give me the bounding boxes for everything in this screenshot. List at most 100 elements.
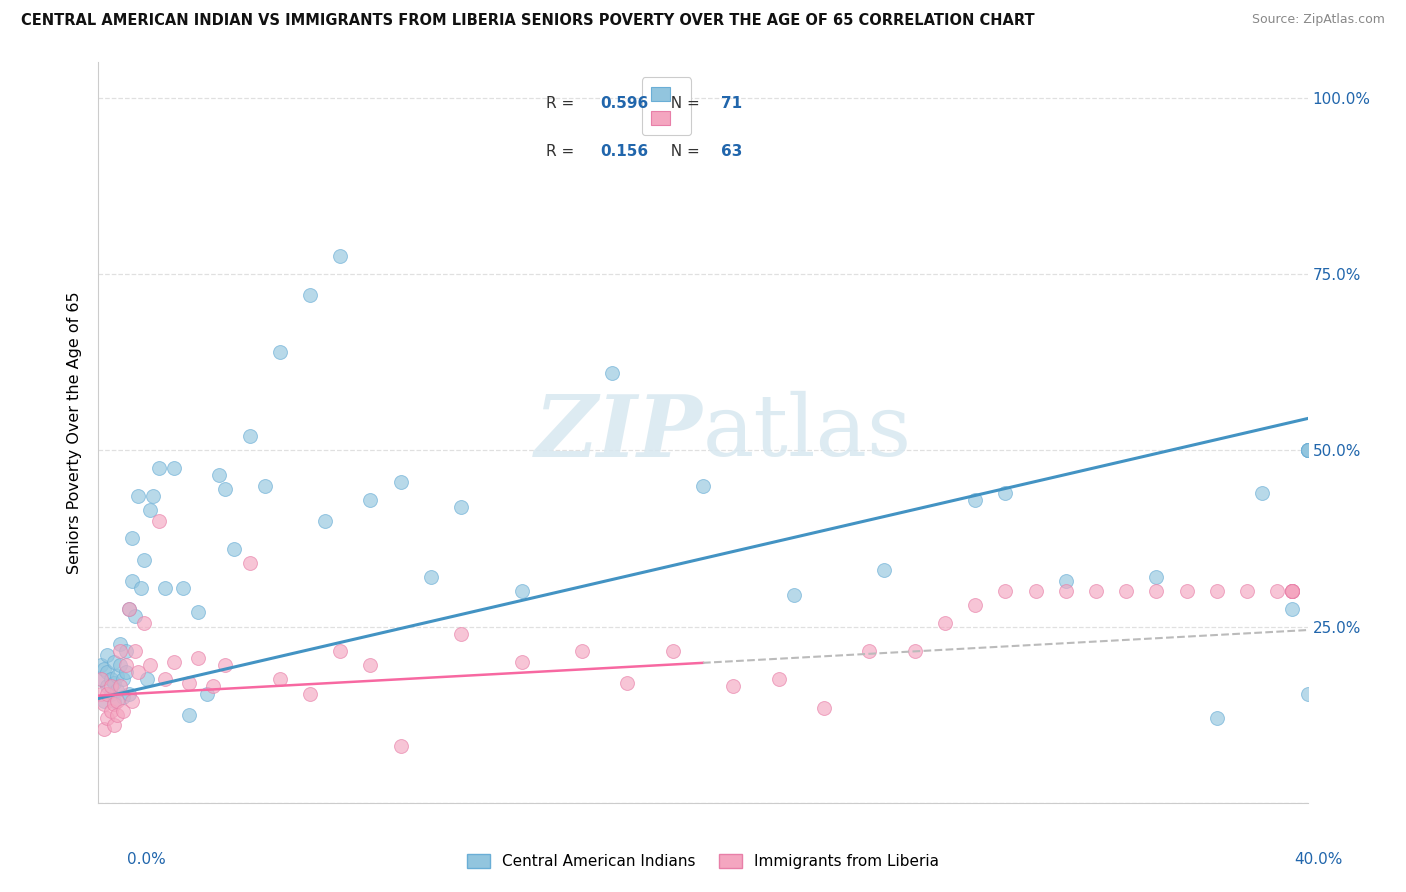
Point — [96, 711, 118, 725]
Point — [1296, 443, 1319, 458]
Point — [96, 665, 118, 680]
Point — [692, 478, 714, 492]
Point — [858, 644, 880, 658]
Point — [148, 461, 170, 475]
Point — [118, 602, 141, 616]
Point — [1296, 443, 1319, 458]
Point — [108, 644, 131, 658]
Point — [187, 651, 209, 665]
Point — [1085, 584, 1108, 599]
Text: R =: R = — [546, 144, 579, 159]
Text: R =: R = — [546, 95, 579, 111]
Point — [1296, 686, 1319, 700]
Text: atlas: atlas — [703, 391, 912, 475]
Point — [1206, 584, 1229, 599]
Point — [510, 584, 533, 599]
Point — [904, 644, 927, 658]
Text: Source: ZipAtlas.com: Source: ZipAtlas.com — [1251, 13, 1385, 27]
Point — [93, 697, 115, 711]
Point — [195, 686, 218, 700]
Point — [127, 489, 149, 503]
Point — [148, 514, 170, 528]
Point — [105, 683, 128, 698]
Text: 40.0%: 40.0% — [1295, 852, 1343, 867]
Point — [103, 655, 125, 669]
Point — [1296, 443, 1319, 458]
Text: 0.156: 0.156 — [600, 144, 648, 159]
Point — [153, 673, 176, 687]
Point — [90, 673, 112, 687]
Point — [100, 704, 122, 718]
Point — [100, 673, 122, 687]
Legend: , : , — [643, 78, 692, 136]
Point — [105, 707, 128, 722]
Point — [187, 606, 209, 620]
Point — [1281, 584, 1303, 599]
Point — [1115, 584, 1137, 599]
Point — [934, 615, 956, 630]
Point — [111, 704, 134, 718]
Point — [142, 489, 165, 503]
Point — [1206, 711, 1229, 725]
Point — [103, 676, 125, 690]
Point — [1144, 570, 1167, 584]
Point — [269, 344, 291, 359]
Text: 0.596: 0.596 — [600, 95, 648, 111]
Point — [1054, 584, 1077, 599]
Point — [96, 648, 118, 662]
Point — [90, 686, 112, 700]
Point — [103, 718, 125, 732]
Point — [127, 665, 149, 680]
Point — [269, 673, 291, 687]
Point — [1296, 443, 1319, 458]
Point — [1281, 584, 1303, 599]
Point — [90, 673, 112, 687]
Point — [360, 658, 382, 673]
Point — [135, 673, 157, 687]
Point — [108, 637, 131, 651]
Point — [163, 655, 186, 669]
Point — [994, 485, 1017, 500]
Point — [329, 644, 352, 658]
Point — [114, 644, 136, 658]
Point — [965, 599, 987, 613]
Point — [172, 581, 194, 595]
Point — [450, 626, 472, 640]
Point — [93, 662, 115, 676]
Point — [118, 602, 141, 616]
Point — [1236, 584, 1258, 599]
Text: N =: N = — [661, 95, 704, 111]
Point — [389, 739, 412, 754]
Point — [103, 693, 125, 707]
Point — [96, 686, 118, 700]
Point — [723, 680, 745, 694]
Point — [768, 673, 790, 687]
Y-axis label: Seniors Poverty Over the Age of 65: Seniors Poverty Over the Age of 65 — [67, 292, 83, 574]
Point — [214, 658, 236, 673]
Point — [661, 644, 683, 658]
Point — [360, 492, 382, 507]
Point — [299, 288, 322, 302]
Point — [571, 644, 593, 658]
Point — [93, 722, 115, 736]
Text: 63: 63 — [721, 144, 742, 159]
Point — [813, 700, 835, 714]
Point — [1296, 443, 1319, 458]
Text: CENTRAL AMERICAN INDIAN VS IMMIGRANTS FROM LIBERIA SENIORS POVERTY OVER THE AGE : CENTRAL AMERICAN INDIAN VS IMMIGRANTS FR… — [21, 13, 1035, 29]
Point — [299, 686, 322, 700]
Point — [602, 366, 624, 380]
Point — [1281, 584, 1303, 599]
Point — [239, 556, 262, 570]
Point — [202, 680, 225, 694]
Point — [214, 482, 236, 496]
Point — [129, 581, 152, 595]
Point — [111, 673, 134, 687]
Point — [224, 541, 246, 556]
Point — [139, 658, 162, 673]
Point — [420, 570, 443, 584]
Point — [389, 475, 412, 489]
Point — [96, 680, 118, 694]
Point — [314, 514, 336, 528]
Point — [105, 693, 128, 707]
Point — [1281, 584, 1303, 599]
